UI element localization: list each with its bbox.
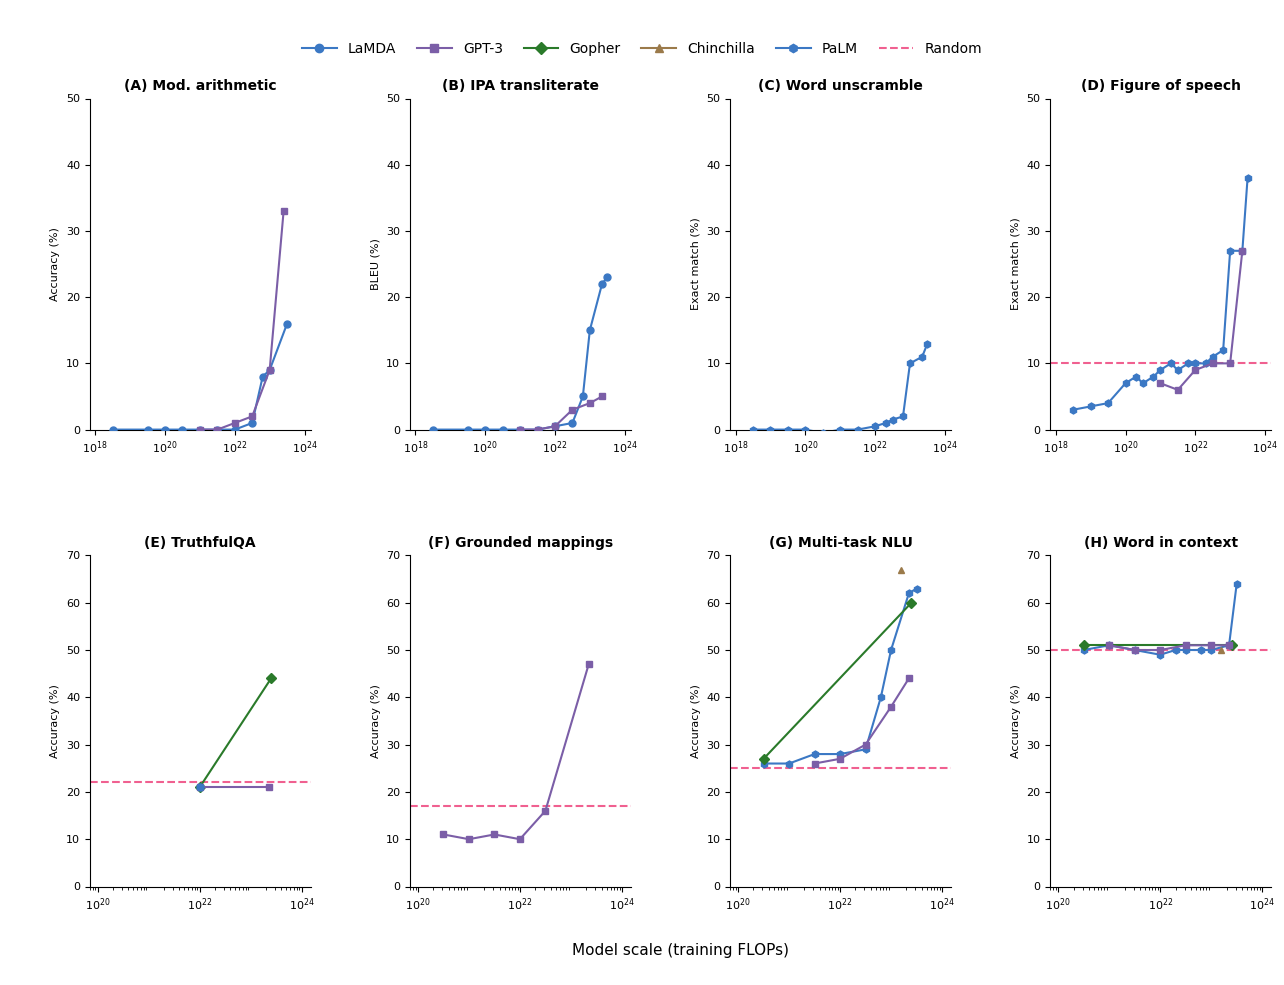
Y-axis label: Exact match (%): Exact match (%) [1011, 218, 1021, 310]
Title: (D) Figure of speech: (D) Figure of speech [1081, 79, 1240, 94]
Y-axis label: Accuracy (%): Accuracy (%) [50, 684, 60, 757]
Text: Model scale (training FLOPs): Model scale (training FLOPs) [571, 944, 790, 958]
Title: (B) IPA transliterate: (B) IPA transliterate [442, 79, 598, 94]
Y-axis label: Accuracy (%): Accuracy (%) [1011, 684, 1021, 757]
Title: (H) Word in context: (H) Word in context [1084, 536, 1238, 550]
Y-axis label: Exact match (%): Exact match (%) [691, 218, 701, 310]
Title: (A) Mod. arithmetic: (A) Mod. arithmetic [125, 79, 276, 94]
Title: (G) Multi-task NLU: (G) Multi-task NLU [769, 536, 913, 550]
Title: (F) Grounded mappings: (F) Grounded mappings [428, 536, 612, 550]
Y-axis label: Accuracy (%): Accuracy (%) [691, 684, 701, 757]
Title: (C) Word unscramble: (C) Word unscramble [758, 79, 923, 94]
Title: (E) TruthfulQA: (E) TruthfulQA [145, 536, 256, 550]
Y-axis label: BLEU (%): BLEU (%) [371, 238, 380, 290]
Y-axis label: Accuracy (%): Accuracy (%) [50, 228, 60, 301]
Y-axis label: Accuracy (%): Accuracy (%) [371, 684, 380, 757]
Legend: LaMDA, GPT-3, Gopher, Chinchilla, PaLM, Random: LaMDA, GPT-3, Gopher, Chinchilla, PaLM, … [297, 36, 987, 62]
